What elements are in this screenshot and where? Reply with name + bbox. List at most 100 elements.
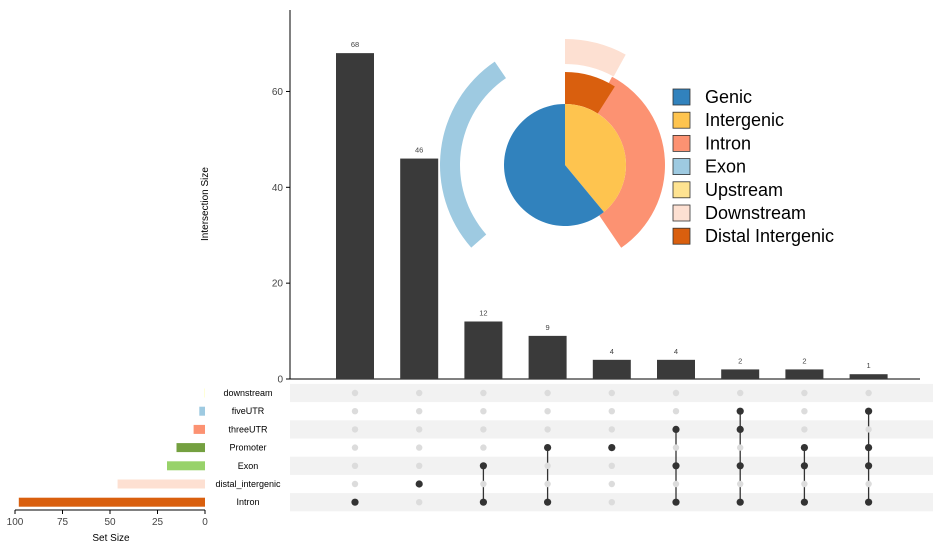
matrix-dot-active: [800, 444, 809, 452]
matrix-dot-inactive: [608, 462, 615, 469]
matrix-dot-inactive: [351, 480, 359, 488]
legend-label: Upstream: [705, 180, 783, 200]
set-size-panel: Set Size 100 75 50 25 0: [7, 388, 208, 544]
legend-swatch: [672, 181, 691, 199]
matrix-dot-inactive: [865, 426, 872, 433]
intersection-size-axis-label: Intersection Size: [200, 167, 211, 241]
matrix-dot-inactive: [480, 426, 487, 433]
matrix-dot-active: [608, 444, 616, 452]
matrix-dot-inactive: [737, 480, 744, 488]
matrix-dot-inactive: [608, 499, 615, 506]
set-size-tick-label: 100: [7, 517, 24, 528]
pie-inner-slice: [565, 104, 626, 213]
legend-label: Distal Intergenic: [705, 226, 834, 246]
intersection-bar-label: 1: [867, 361, 871, 370]
set-size-bar: [117, 479, 205, 489]
matrix-dot-inactive: [737, 444, 744, 451]
matrix-dot-inactive: [544, 408, 551, 415]
pie-legend: Genic Intergenic Intron Exon Upstream Downstr…: [672, 87, 834, 246]
matrix-dot-inactive: [416, 444, 423, 451]
matrix-dot-inactive: [672, 408, 680, 415]
nested-pie-chart: [440, 39, 665, 248]
set-size-bar: [167, 461, 205, 471]
pie-inner-slice: [504, 104, 604, 226]
matrix-dot-inactive: [416, 426, 423, 433]
matrix-dot-inactive: [351, 389, 359, 397]
matrix-dot-inactive: [544, 426, 551, 433]
matrix-dot-active: [865, 407, 873, 415]
matrix-dot-inactive: [801, 389, 808, 397]
matrix-dot-inactive: [608, 480, 615, 488]
matrix-dot-inactive: [672, 480, 680, 488]
set-size-tick-label: 0: [202, 517, 208, 528]
pie-outer-slice: [440, 61, 506, 248]
set-label: Exon: [238, 461, 259, 471]
matrix-dot-active: [736, 425, 744, 433]
matrix-dot-active: [479, 498, 487, 506]
set-size-bar: [18, 497, 205, 507]
matrix-dot-inactive: [865, 480, 872, 488]
set-label: downstream: [223, 388, 272, 398]
matrix-dot-active: [479, 462, 487, 470]
legend-label: Downstream: [705, 203, 806, 223]
pie-outer-slice: [565, 72, 615, 114]
matrix-dot-inactive: [416, 408, 423, 415]
matrix-dot-active: [865, 498, 873, 506]
intersection-bar-label: 2: [738, 356, 742, 365]
intersection-bar: [592, 359, 631, 379]
matrix-dot-inactive: [416, 389, 423, 397]
matrix-dot-inactive: [608, 408, 615, 415]
intersection-bar: [785, 369, 824, 379]
y-tick-label: 60: [272, 87, 284, 98]
matrix-dot-inactive: [544, 462, 551, 469]
matrix-dot-active: [736, 498, 744, 506]
matrix-dot-active: [672, 462, 680, 470]
pie-outer-slice: [565, 39, 626, 77]
matrix-dot-active: [800, 462, 809, 470]
set-size-bar: [176, 443, 205, 453]
matrix-dot-inactive: [351, 444, 359, 451]
matrix-dot-inactive: [801, 426, 808, 433]
legend-label: Intergenic: [705, 110, 784, 130]
matrix-dot-active: [544, 498, 552, 506]
legend-swatch: [672, 204, 691, 222]
set-label: Intron: [236, 497, 259, 507]
matrix-dot-active: [865, 462, 873, 470]
set-size-axis-label: Set Size: [92, 533, 130, 544]
intersection-bar-label: 68: [351, 40, 359, 49]
matrix-dot-inactive: [351, 408, 359, 415]
set-label: fiveUTR: [232, 406, 265, 416]
legend-swatch: [672, 227, 691, 245]
intersection-bar-label: 46: [415, 146, 423, 155]
legend-swatch: [672, 134, 691, 152]
y-tick-label: 0: [277, 375, 283, 386]
y-tick-label: 20: [272, 279, 284, 290]
matrix-dot-inactive: [608, 426, 615, 433]
intersection-bar: [721, 369, 760, 379]
matrix-dot-inactive: [351, 426, 359, 433]
intersection-bar: [336, 53, 374, 379]
matrix-dot-inactive: [416, 462, 423, 469]
intersection-bar: [464, 321, 503, 379]
pie-outer-slice: [593, 76, 665, 248]
set-size-tick-label: 25: [152, 517, 164, 528]
intersection-size-panel: Intersection Size 0 20 40 60 68 46 12 9 4 4 2 2 1: [200, 10, 920, 386]
intersection-bar-label: 12: [479, 308, 487, 317]
set-label: Promoter: [229, 443, 266, 453]
set-size-tick-label: 50: [104, 517, 116, 528]
set-size-tick-label: 75: [57, 517, 69, 528]
intersection-matrix: [351, 389, 873, 506]
legend-label: Intron: [705, 133, 751, 153]
matrix-dot-active: [672, 498, 680, 506]
matrix-dot-active: [351, 498, 359, 506]
matrix-dot-inactive: [544, 389, 551, 397]
legend-label: Genic: [705, 87, 752, 107]
intersection-bar: [400, 158, 439, 379]
set-size-bar: [199, 406, 205, 416]
matrix-dot-inactive: [801, 408, 808, 415]
matrix-dot-inactive: [480, 444, 487, 451]
matrix-dot-active: [736, 462, 744, 470]
matrix-dot-active: [865, 444, 873, 452]
matrix-dot-inactive: [416, 499, 423, 506]
